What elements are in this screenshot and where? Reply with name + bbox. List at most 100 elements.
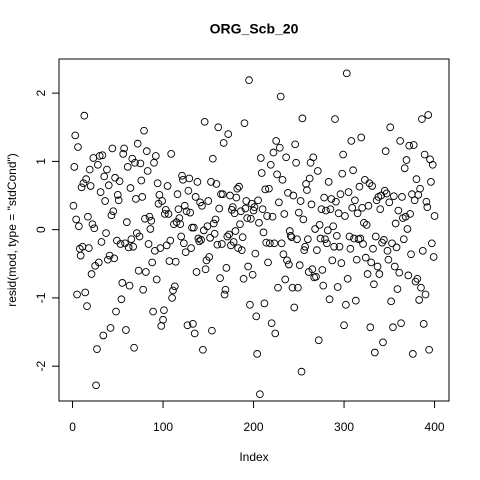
point <box>116 240 125 248</box>
point <box>291 140 300 149</box>
point <box>339 150 347 159</box>
point <box>265 184 273 193</box>
point <box>86 182 95 190</box>
point <box>365 179 374 188</box>
point <box>167 150 176 158</box>
point <box>94 258 103 267</box>
point <box>173 190 182 199</box>
point <box>283 256 291 265</box>
point <box>360 218 368 227</box>
point <box>295 261 304 270</box>
point <box>140 126 148 135</box>
point <box>398 193 406 201</box>
point <box>362 221 371 229</box>
point <box>328 256 337 265</box>
point <box>264 258 272 267</box>
point <box>171 257 180 266</box>
chart-title: ORG_Scb_20 <box>210 21 299 37</box>
point <box>393 285 402 293</box>
point <box>225 230 233 239</box>
point <box>298 114 307 123</box>
point <box>218 240 226 248</box>
point <box>338 169 347 178</box>
point <box>137 176 146 185</box>
point <box>217 190 225 199</box>
y-tick-label: 0 <box>34 226 48 233</box>
point <box>208 326 216 335</box>
point <box>275 198 283 207</box>
x-tick-label: 300 <box>334 420 354 434</box>
point <box>277 239 286 248</box>
point <box>73 290 81 299</box>
point <box>240 119 249 128</box>
point <box>122 218 131 226</box>
point <box>212 180 221 188</box>
point <box>303 235 312 244</box>
point <box>200 117 209 126</box>
point <box>205 253 214 261</box>
point <box>292 158 300 167</box>
point <box>122 326 130 334</box>
point <box>369 244 377 253</box>
point <box>368 182 376 190</box>
point <box>219 139 228 147</box>
point <box>323 226 332 235</box>
point <box>316 234 325 243</box>
point <box>409 141 418 149</box>
point <box>370 280 378 289</box>
point <box>110 254 119 263</box>
point <box>318 266 327 274</box>
point <box>312 272 320 281</box>
point <box>236 220 244 229</box>
point <box>244 262 252 271</box>
point <box>113 190 122 199</box>
point <box>375 270 384 278</box>
point <box>415 296 424 304</box>
point <box>163 182 172 190</box>
point <box>203 222 212 231</box>
point <box>326 205 335 214</box>
point <box>293 235 301 244</box>
point <box>342 300 350 309</box>
point <box>361 253 370 262</box>
point <box>72 215 81 224</box>
point <box>408 350 417 358</box>
point <box>413 274 422 283</box>
point <box>108 144 117 153</box>
x-axis-label: Index <box>239 450 268 464</box>
point <box>382 189 391 198</box>
point <box>221 285 230 294</box>
point <box>427 239 436 248</box>
point <box>250 203 259 211</box>
point <box>419 320 428 328</box>
point <box>357 133 366 142</box>
point <box>253 350 262 358</box>
point <box>164 210 173 218</box>
point <box>125 281 134 290</box>
point <box>262 238 271 247</box>
point <box>180 239 188 248</box>
point <box>314 336 323 345</box>
point <box>322 206 330 215</box>
point <box>323 239 331 248</box>
point <box>331 115 339 123</box>
point <box>344 188 353 196</box>
point <box>114 196 123 205</box>
point <box>105 251 114 260</box>
point <box>191 193 200 201</box>
point <box>107 211 116 220</box>
point <box>100 172 109 181</box>
point <box>402 156 411 164</box>
point <box>211 215 220 224</box>
point <box>138 193 147 201</box>
point <box>182 207 191 216</box>
point <box>94 160 102 169</box>
point <box>249 206 258 215</box>
point <box>115 177 124 186</box>
point <box>335 242 344 251</box>
point <box>170 220 178 229</box>
point <box>428 160 437 169</box>
point <box>102 229 110 237</box>
point <box>399 235 408 244</box>
x-tick-label: 200 <box>244 420 264 434</box>
